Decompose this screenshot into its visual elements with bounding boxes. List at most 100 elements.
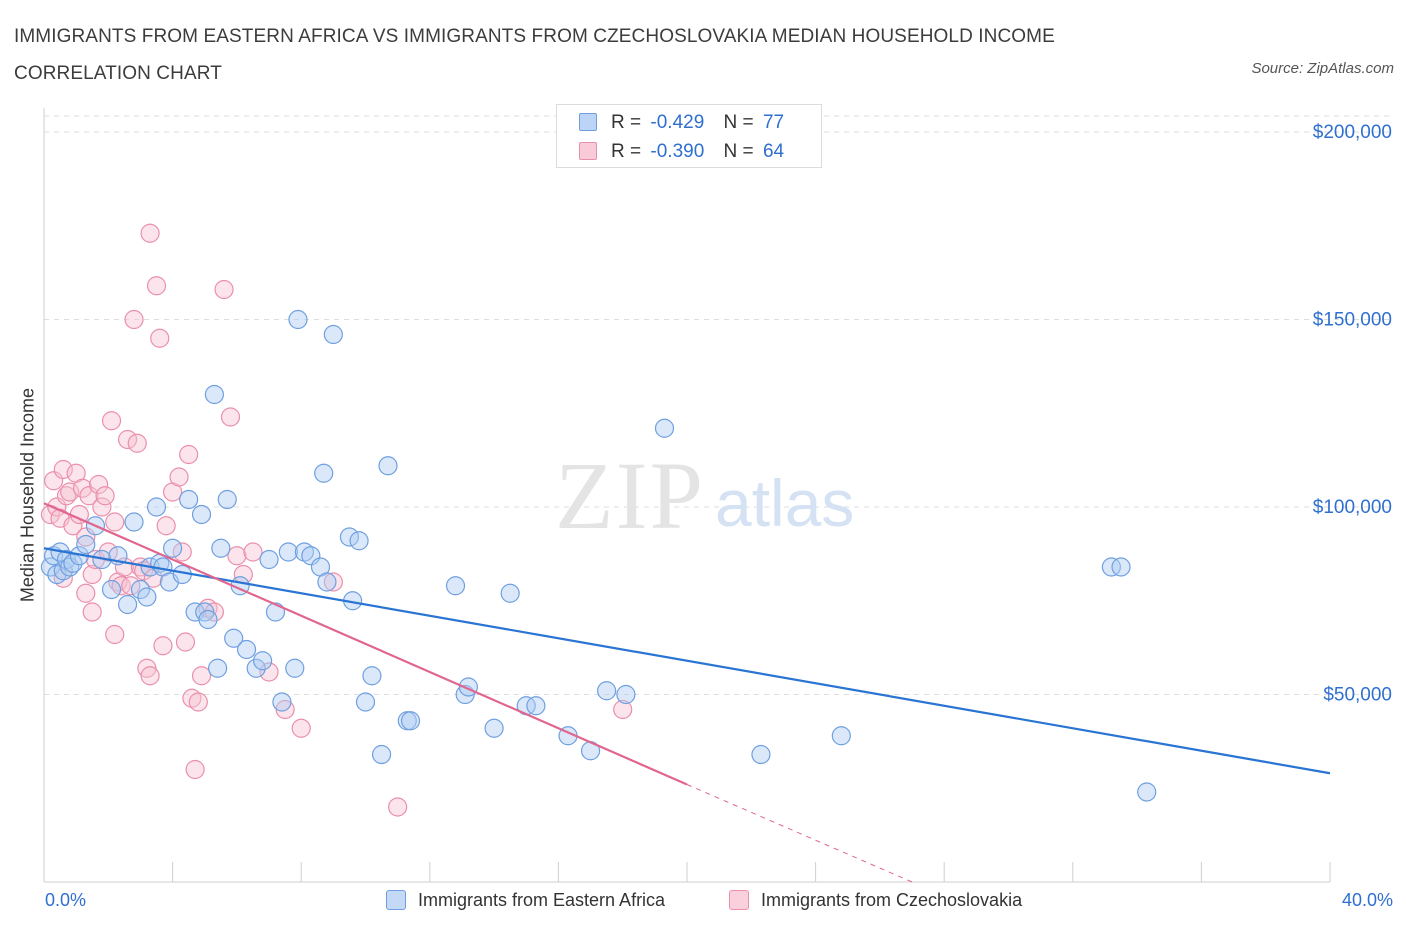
eastern-africa-point: [146, 497, 167, 517]
eastern-africa-point: [211, 538, 231, 558]
eastern-africa-point: [236, 639, 257, 660]
eastern-africa-point: [371, 744, 392, 765]
czechoslovakia-point: [105, 512, 125, 532]
eastern-africa-point: [654, 418, 675, 438]
czechoslovakia-point: [172, 542, 192, 562]
czechoslovakia-point: [191, 666, 212, 686]
eastern-africa-point: [117, 594, 138, 615]
czechoslovakia-point: [56, 486, 77, 506]
eastern-africa-point: [285, 658, 305, 678]
czechoslovakia-legend-swatch: [729, 890, 749, 910]
stats-row-czechoslovakia: R = -0.390 N = 64: [579, 139, 784, 165]
czechoslovakia-point: [95, 486, 115, 506]
czechoslovakia-point: [204, 602, 224, 622]
eastern-africa-point: [40, 557, 61, 577]
eastern-africa-point: [272, 692, 292, 712]
y-tick-label: $100,000: [1313, 497, 1392, 518]
y-tick-label: $150,000: [1313, 310, 1392, 331]
eastern-africa-point: [217, 489, 237, 510]
czechoslovakia-point: [98, 542, 118, 562]
czechoslovakia-point: [227, 546, 247, 566]
series-legend: Immigrants from Eastern Africa Immigrant…: [0, 886, 1406, 918]
czechoslovakia-trendline: [43, 502, 688, 786]
eastern-africa-point: [130, 579, 151, 600]
source-label: Source: ZipAtlas.com: [1251, 60, 1394, 77]
czechoslovakia-point: [153, 636, 173, 656]
czechoslovakia-point: [156, 516, 176, 536]
eastern-africa-point: [751, 744, 771, 765]
czechoslovakia-point: [105, 624, 125, 645]
stats-row-eastern-africa: R = -0.429 N = 77: [579, 110, 784, 136]
eastern-africa-point: [314, 463, 334, 483]
eastern-africa-point: [124, 512, 144, 532]
czechoslovakia-point: [82, 602, 102, 622]
eastern-africa-point: [198, 609, 218, 630]
czechoslovakia-swatch: [579, 142, 597, 160]
czechoslovakia-point: [53, 459, 73, 480]
eastern-africa-point: [831, 726, 851, 746]
eastern-africa-point: [349, 531, 369, 551]
chart-title: IMMIGRANTS FROM EASTERN AFRICA VS IMMIGR…: [14, 26, 1055, 84]
eastern-africa-trendline: [43, 547, 1331, 775]
eastern-africa-point: [1111, 557, 1131, 577]
eastern-africa-point: [339, 527, 360, 547]
czechoslovakia-point: [127, 433, 147, 453]
czechoslovakia-point: [124, 309, 144, 330]
r-value: -0.390: [650, 141, 705, 162]
eastern-africa-point: [208, 658, 228, 678]
watermark-atlas: atlas: [715, 466, 854, 540]
eastern-africa-point: [526, 696, 546, 716]
czechoslovakia-trendline-extension: [686, 784, 913, 883]
eastern-africa-point: [362, 666, 382, 686]
czechoslovakia-point: [121, 576, 141, 596]
watermark-zip: ZIP: [555, 442, 705, 549]
czechoslovakia-point: [89, 474, 109, 495]
eastern-africa-point: [484, 718, 504, 738]
y-tick-label: $50,000: [1323, 685, 1392, 706]
eastern-africa-point: [378, 456, 398, 476]
czechoslovakia-point: [82, 564, 102, 585]
n-label: N =: [723, 141, 754, 162]
czechoslovakia-point: [60, 482, 80, 502]
czechoslovakia-point: [92, 497, 112, 517]
eastern-africa-point: [445, 576, 466, 596]
czechoslovakia-point: [323, 572, 343, 592]
legend-item-czechoslovakia[interactable]: Immigrants from Czechoslovakia: [729, 890, 1022, 911]
eastern-africa-point: [191, 504, 212, 525]
r-value: -0.429: [650, 112, 705, 133]
eastern-africa-point: [323, 324, 343, 345]
eastern-africa-swatch: [579, 113, 597, 131]
y-axis-title: Median Household Income: [17, 387, 38, 603]
czechoslovakia-point: [175, 632, 196, 652]
eastern-africa-point: [355, 692, 376, 712]
czechoslovakia-point: [146, 276, 167, 296]
n-value: 77: [762, 112, 785, 133]
czechoslovakia-point: [220, 407, 241, 427]
legend-item-eastern-africa[interactable]: Immigrants from Eastern Africa: [386, 890, 665, 911]
eastern-africa-point: [317, 572, 337, 592]
eastern-africa-point: [163, 538, 183, 558]
czechoslovakia-point: [259, 662, 279, 682]
x-tick-label-max: 40.0%: [1341, 890, 1393, 910]
czechoslovakia-point: [179, 444, 199, 465]
n-label: N =: [723, 112, 754, 133]
eastern-africa-point: [76, 534, 96, 555]
eastern-africa-point: [616, 684, 636, 705]
r-label: R =: [611, 112, 642, 133]
zipatlas-watermark: ZIP atlas: [555, 442, 854, 549]
czechoslovakia-point: [214, 279, 234, 300]
czechoslovakia-point: [140, 666, 160, 686]
eastern-africa-point: [137, 587, 157, 607]
czechoslovakia-point: [111, 576, 131, 596]
eastern-africa-point: [278, 542, 298, 562]
eastern-africa-point: [597, 681, 617, 701]
eastern-africa-point: [224, 628, 244, 648]
legend-label: Immigrants from Eastern Africa: [418, 890, 666, 910]
eastern-africa-point: [259, 549, 279, 570]
stats-legend: R = -0.429 N = 77 R = -0.390 N = 64: [556, 104, 822, 168]
czechoslovakia-point: [291, 718, 311, 738]
czechoslovakia-point: [613, 699, 633, 720]
eastern-africa-point: [204, 384, 224, 405]
y-tick-label: $200,000: [1313, 122, 1392, 143]
